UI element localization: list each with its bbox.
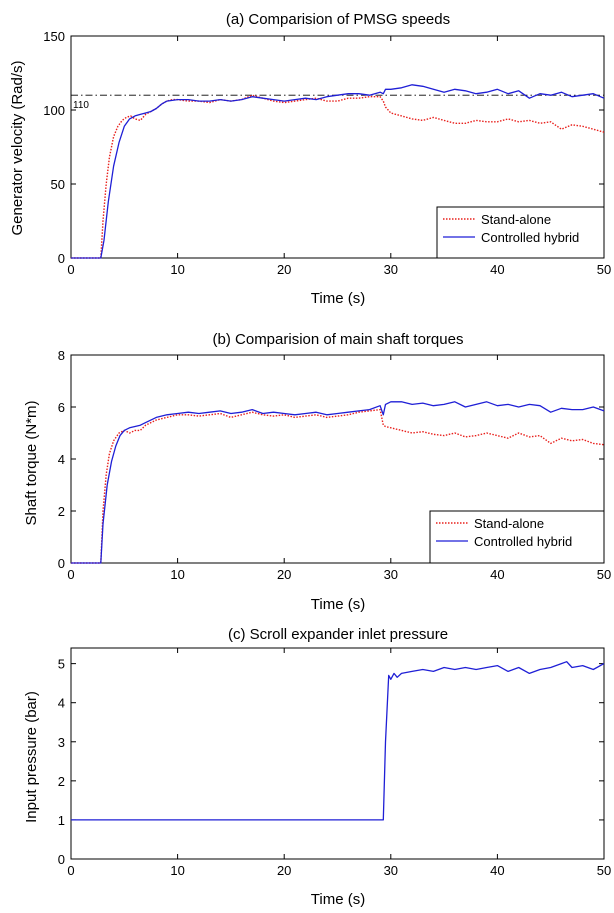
chart-c-ytick-label: 0 — [58, 852, 65, 867]
chart-b-ytick-label: 8 — [58, 348, 65, 363]
chart-c-ytick-label: 3 — [58, 735, 65, 750]
chart-a-xlabel: Time (s) — [311, 290, 365, 307]
chart-b-xtick-label: 30 — [384, 567, 398, 582]
chart-a-xtick-label: 0 — [67, 262, 74, 277]
chart-b-title: (b) Comparision of main shaft torques — [213, 331, 464, 348]
chart-c-plot: 0 10 20 30 40 50 0 1 2 3 4 5 — [58, 647, 611, 878]
chart-a-ytick-label: 100 — [43, 103, 65, 118]
chart-c-xtick-label: 0 — [67, 863, 74, 878]
chart-a-xtick-label: 50 — [597, 262, 611, 277]
chart-b-xtick-label: 40 — [490, 567, 504, 582]
chart-a-ylabel: Generator velocity (Rad/s) — [9, 60, 26, 235]
chart-b-xtick-label: 0 — [67, 567, 74, 582]
chart-a-ytick-label: 150 — [43, 29, 65, 44]
chart-a-line-stand-alone — [71, 94, 605, 259]
chart-b-ytick-label: 6 — [58, 400, 65, 415]
panel-a: (a) Comparision of PMSG speeds Generator… — [9, 11, 611, 307]
chart-b-ytick-label: 4 — [58, 452, 65, 467]
chart-c-ytick-label: 2 — [58, 774, 65, 789]
chart-b-xtick-label: 50 — [597, 567, 611, 582]
chart-c-xtick-label: 40 — [490, 863, 504, 878]
panel-c: (c) Scroll expander inlet pressure Input… — [23, 626, 611, 908]
chart-a-reference-label: 110 — [73, 100, 89, 111]
chart-a-ytick-label: 0 — [58, 251, 65, 266]
chart-b-line-stand-alone — [71, 408, 605, 564]
chart-b-xtick-label: 20 — [277, 567, 291, 582]
chart-b-xlabel: Time (s) — [311, 596, 365, 613]
chart-a-xtick-label: 30 — [384, 262, 398, 277]
chart-a-frame — [70, 35, 605, 259]
chart-c-frame — [70, 647, 605, 860]
chart-c-xtick-label: 50 — [597, 863, 611, 878]
chart-c-ytick-label: 5 — [58, 657, 65, 672]
panel-b: (b) Comparision of main shaft torques Sh… — [23, 331, 611, 613]
chart-c-ytick-label: 4 — [58, 696, 65, 711]
chart-a-legend-label: Stand-alone — [481, 212, 551, 227]
chart-a-xtick-label: 20 — [277, 262, 291, 277]
chart-b-ylabel: Shaft torque (N*m) — [23, 400, 40, 525]
chart-b-plot: 0 10 20 30 40 50 0 2 4 6 8 Stand-alone Controlled hy… — [58, 348, 611, 582]
chart-a-title: (a) Comparision of PMSG speeds — [226, 11, 450, 28]
chart-a-xtick-label: 10 — [170, 262, 184, 277]
chart-b-ytick-label: 0 — [58, 556, 65, 571]
chart-b-line-controlled-hybrid — [71, 401, 605, 564]
chart-a-legend — [436, 206, 605, 259]
chart-c-xtick-label: 10 — [170, 863, 184, 878]
chart-a-plot: 0 10 20 30 40 50 0 50 100 150 110 Stand-alone Contro… — [43, 29, 611, 277]
chart-b-legend — [429, 510, 605, 564]
chart-b-legend-label: Stand-alone — [474, 516, 544, 531]
chart-a-ytick-label: 50 — [51, 177, 65, 192]
chart-c-ytick-label: 1 — [58, 813, 65, 828]
chart-c-line-series — [71, 661, 605, 821]
chart-c-xtick-label: 20 — [277, 863, 291, 878]
chart-a-legend-label: Controlled hybrid — [481, 230, 579, 245]
chart-c-xlabel: Time (s) — [311, 891, 365, 908]
chart-c-xtick-label: 30 — [384, 863, 398, 878]
chart-b-legend-label: Controlled hybrid — [474, 534, 572, 549]
chart-c-title: (c) Scroll expander inlet pressure — [228, 626, 448, 643]
chart-a-xtick-label: 40 — [490, 262, 504, 277]
chart-b-ytick-label: 2 — [58, 504, 65, 519]
chart-b-xtick-label: 10 — [170, 567, 184, 582]
chart-a-line-controlled-hybrid — [71, 84, 605, 259]
chart-c-ylabel: Input pressure (bar) — [23, 691, 40, 823]
